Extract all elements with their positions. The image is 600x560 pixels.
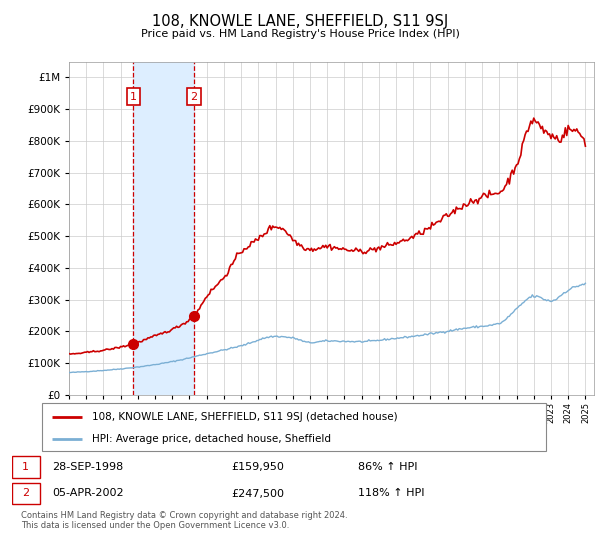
Text: 28-SEP-1998: 28-SEP-1998 [52, 462, 124, 472]
FancyBboxPatch shape [12, 483, 40, 504]
Text: Price paid vs. HM Land Registry's House Price Index (HPI): Price paid vs. HM Land Registry's House … [140, 29, 460, 39]
Text: £159,950: £159,950 [231, 462, 284, 472]
Text: £247,500: £247,500 [231, 488, 284, 498]
Text: 108, KNOWLE LANE, SHEFFIELD, S11 9SJ: 108, KNOWLE LANE, SHEFFIELD, S11 9SJ [152, 14, 448, 29]
Bar [133, 62, 194, 395]
Text: 86% ↑ HPI: 86% ↑ HPI [358, 462, 417, 472]
Text: 2: 2 [190, 92, 197, 101]
Text: 1: 1 [130, 92, 137, 101]
Text: 2: 2 [22, 488, 29, 498]
Text: HPI: Average price, detached house, Sheffield: HPI: Average price, detached house, Shef… [92, 434, 331, 444]
Text: 1: 1 [22, 462, 29, 472]
FancyBboxPatch shape [42, 403, 546, 451]
Text: 108, KNOWLE LANE, SHEFFIELD, S11 9SJ (detached house): 108, KNOWLE LANE, SHEFFIELD, S11 9SJ (de… [92, 412, 398, 422]
Text: Contains HM Land Registry data © Crown copyright and database right 2024.
This d: Contains HM Land Registry data © Crown c… [21, 511, 347, 530]
Text: 118% ↑ HPI: 118% ↑ HPI [358, 488, 424, 498]
FancyBboxPatch shape [12, 456, 40, 478]
Text: 05-APR-2002: 05-APR-2002 [52, 488, 124, 498]
